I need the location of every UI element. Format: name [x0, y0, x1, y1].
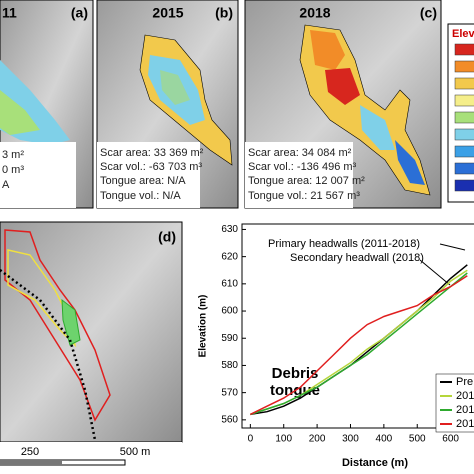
outline-2015 — [7, 249, 77, 348]
annotation: Primary headwalls (2011-2018) — [268, 238, 420, 250]
x-tick-label: 500 — [409, 434, 426, 445]
swatch — [454, 145, 474, 158]
swatch — [454, 128, 474, 141]
year: 2018 — [299, 5, 330, 21]
y-tick-label: 600 — [221, 306, 238, 317]
stat: Scar vol.: -63 703 m³ — [100, 161, 202, 173]
stat: 3 m² — [2, 149, 24, 161]
series-line — [250, 272, 468, 416]
stat: 0 m³ — [2, 164, 24, 176]
outline-2011 — [61, 298, 81, 346]
swatch — [454, 60, 474, 73]
panel-c: 2018 (c) Scar area: 34 084 m² Scar vol.:… — [244, 0, 442, 209]
scar-map — [160, 70, 190, 105]
annotation: Secondary headwall (2018) — [290, 252, 424, 264]
panel-label: (d) — [158, 229, 176, 245]
swatch — [454, 162, 474, 175]
scar-map — [0, 90, 40, 135]
panel-label: (b) — [215, 5, 233, 21]
panel-label: (a) — [71, 5, 88, 21]
year: 11 — [2, 5, 17, 21]
x-tick-label: 300 — [342, 434, 359, 445]
stats-box — [97, 142, 200, 208]
y-tick-label: 630 — [221, 224, 238, 235]
plot-area — [249, 264, 468, 416]
panel-label: (c) — [420, 5, 437, 21]
stats-box — [245, 142, 353, 208]
stat: Tongue vol.: 21 567 m³ — [248, 190, 360, 202]
swatch — [454, 111, 474, 124]
stat: Tongue vol.: N/A — [100, 190, 181, 202]
profile-chart: Elevation (m) Distance (m) Primary headw… — [198, 223, 474, 469]
scale-bar — [0, 459, 126, 466]
swatch — [454, 43, 474, 56]
stat: Scar area: 34 084 m² — [248, 147, 352, 159]
scale-label: 250 — [21, 446, 39, 458]
legend-box — [435, 373, 474, 433]
swatch — [454, 77, 474, 90]
stat: Tongue area: N/A — [100, 175, 186, 187]
swatch — [454, 179, 474, 192]
scale-area — [0, 442, 182, 474]
scale-label: 500 m — [120, 446, 151, 458]
panel-b: 2015 (b) Scar area: 33 369 m² Scar vol.:… — [96, 0, 239, 209]
scar-map — [310, 30, 345, 70]
stat: Tongue area: 12 007 m² — [248, 175, 365, 187]
annotation: Debris — [272, 365, 319, 382]
legend-label: Pre — [456, 376, 473, 388]
x-tick-label: 400 — [376, 434, 393, 445]
legend-title: Elev — [452, 28, 474, 40]
swatch — [454, 94, 474, 107]
scar-map — [325, 68, 360, 105]
x-tick-label: 100 — [275, 434, 292, 445]
scar-map — [360, 105, 395, 150]
y-tick-label: 570 — [221, 387, 238, 398]
x-tick-label: 600 — [442, 434, 459, 445]
panel-a: 11 (a) 3 m² 0 m³ A — [0, 0, 94, 209]
stat: Scar vol.: -136 496 m³ — [248, 161, 357, 173]
profile-line — [0, 269, 97, 441]
stats-box — [0, 142, 76, 208]
y-tick-label: 560 — [221, 414, 238, 425]
panel-d: (d) 250 500 m — [0, 221, 183, 474]
arrow — [439, 243, 466, 251]
legend-label: 201 — [456, 418, 474, 430]
y-axis-label: Elevation (m) — [198, 295, 209, 358]
year: 2015 — [152, 5, 183, 21]
legend-label: 201 — [456, 390, 474, 402]
arrow — [419, 259, 451, 286]
series-line — [250, 264, 468, 416]
stat: A — [2, 179, 10, 191]
outline-2018 — [4, 229, 111, 422]
x-tick-label: 0 — [248, 434, 254, 445]
scale-bar — [0, 460, 62, 465]
scar-map — [395, 140, 425, 185]
x-axis-label: Distance (m) — [342, 457, 408, 469]
legend-label: 201 — [456, 404, 474, 416]
x-tick-label: 200 — [309, 434, 326, 445]
y-tick-label: 580 — [221, 360, 238, 371]
y-tick-label: 620 — [221, 251, 238, 262]
stat: Scar area: 33 369 m² — [100, 147, 204, 159]
map-frame — [0, 221, 183, 443]
elevation-legend: Elev — [447, 23, 474, 203]
series-line — [249, 275, 468, 416]
y-tick-label: 590 — [221, 333, 238, 344]
plot-frame — [241, 223, 474, 429]
y-tick-label: 610 — [221, 278, 238, 289]
